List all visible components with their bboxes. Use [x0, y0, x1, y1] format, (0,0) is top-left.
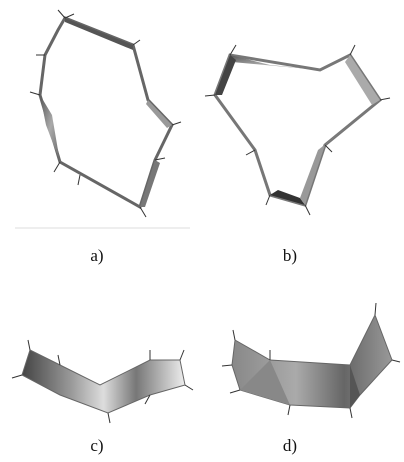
panel-d-shape [222, 303, 400, 418]
panel-label: c) [90, 436, 103, 455]
panel-c-shape [12, 340, 193, 423]
figure: a) b) c) d) [0, 0, 404, 462]
panel-a-shape [30, 10, 181, 217]
panel-b-shape [205, 45, 390, 215]
panel-label: d) [283, 436, 297, 455]
panel-label: a) [90, 246, 103, 265]
panel-label: b) [283, 246, 297, 265]
